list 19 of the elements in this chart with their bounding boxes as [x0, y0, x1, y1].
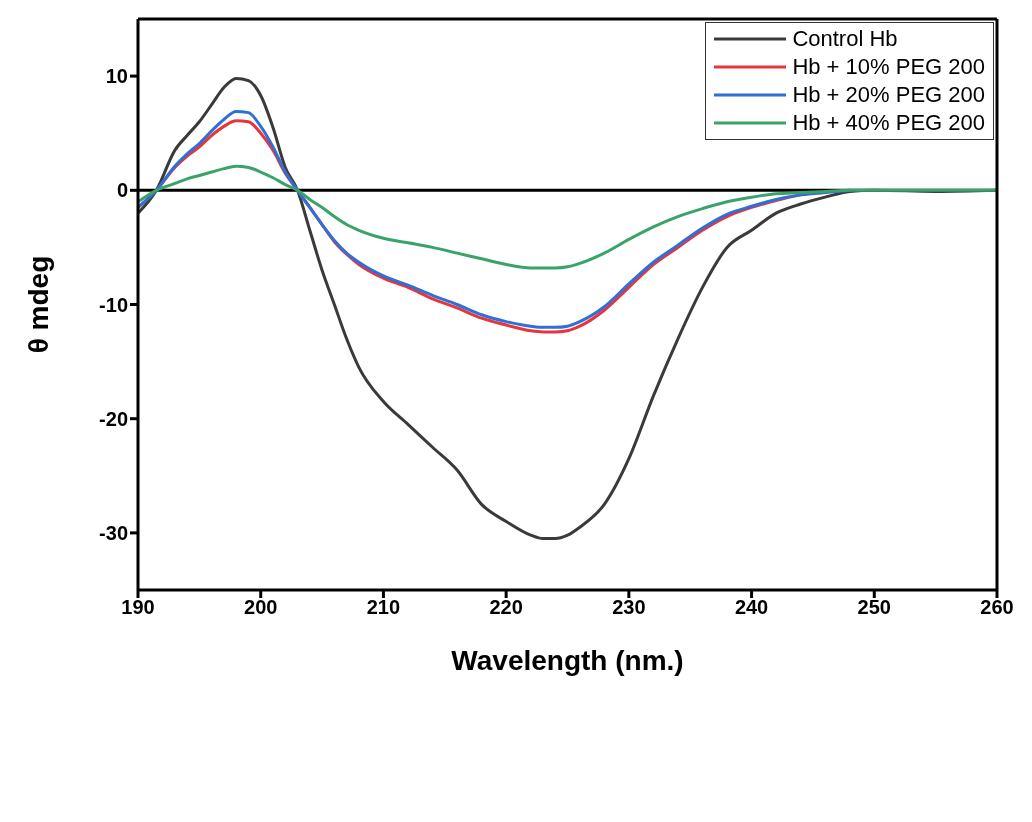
x-tick-label: 220 [489, 596, 523, 619]
y-tick-label: 10 [105, 65, 128, 88]
x-tick-label: 250 [857, 596, 891, 619]
y-tick-label: 0 [116, 179, 128, 202]
legend-label: Hb + 10% PEG 200 [792, 53, 985, 81]
legend-label: Hb + 20% PEG 200 [792, 81, 985, 109]
x-tick-label: 190 [121, 596, 155, 619]
legend-label: Control Hb [792, 25, 898, 53]
x-tick-label: 240 [734, 596, 769, 619]
x-tick-label: 210 [366, 596, 401, 619]
x-axis-title: Wavelength (nm.) [451, 645, 684, 676]
legend-label: Hb + 40% PEG 200 [792, 109, 985, 137]
y-tick-label: -20 [99, 407, 128, 430]
x-tick-label: 230 [612, 596, 646, 619]
y-tick-label: -10 [99, 293, 128, 316]
x-tick-label: 260 [980, 596, 1014, 619]
x-tick-label: 200 [244, 596, 278, 619]
y-tick-label: -30 [99, 522, 128, 544]
y-axis-title: θ mdeg [22, 255, 54, 354]
